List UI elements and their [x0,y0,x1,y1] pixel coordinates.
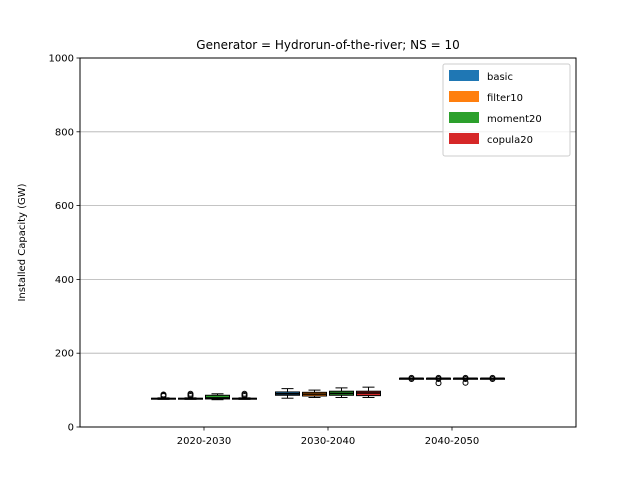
flier-point [462,374,469,381]
box-copula20 [232,390,257,400]
legend-label-filter10: filter10 [487,93,523,104]
x-axis: 2020-2030 2030-2040 2040-2050 [177,427,480,447]
legend-label-basic: basic [487,72,513,83]
box-filter10 [302,389,327,398]
box-basic [151,391,176,400]
legend-label-copula20: copula20 [487,135,533,146]
legend: basic filter10 moment20 copula20 [442,63,571,157]
y-tick-label: 600 [55,201,74,212]
y-tick-label: 0 [68,423,74,434]
y-axis: 0 200 400 600 800 1000 [49,54,80,434]
x-tick-label: 2040-2050 [425,436,480,447]
legend-swatch-copula20 [449,133,479,144]
y-axis-label: Installed Capacity (GW) [17,183,28,301]
plot-area [151,374,505,401]
flier-point [187,390,194,397]
flier-point [489,374,496,381]
y-tick-label: 800 [55,127,74,138]
legend-swatch-filter10 [449,91,479,102]
y-tick-label: 200 [55,349,74,360]
legend-swatch-moment20 [449,112,479,123]
flier-point [241,390,248,397]
box-moment20 [205,393,230,401]
chart-title: Generator = Hydrorun-of-the-river; NS = … [196,38,459,52]
y-tick-label: 1000 [49,54,74,65]
box-filter10 [426,374,451,387]
box-basic [399,374,424,383]
flier-point [408,374,415,381]
y-tick-label: 400 [55,275,74,286]
flier-point [435,374,442,381]
box-moment20 [453,374,478,386]
box-copula20 [480,374,505,383]
box-copula20 [356,386,381,398]
box-moment20 [329,387,354,398]
grid-lines [80,131,576,354]
flier-point [160,391,167,398]
x-tick-label: 2030-2040 [301,436,356,447]
x-tick-label: 2020-2030 [177,436,232,447]
legend-swatch-basic [449,70,479,81]
box-filter10 [178,390,203,400]
box-basic [275,388,300,399]
legend-label-moment20: moment20 [487,114,542,125]
